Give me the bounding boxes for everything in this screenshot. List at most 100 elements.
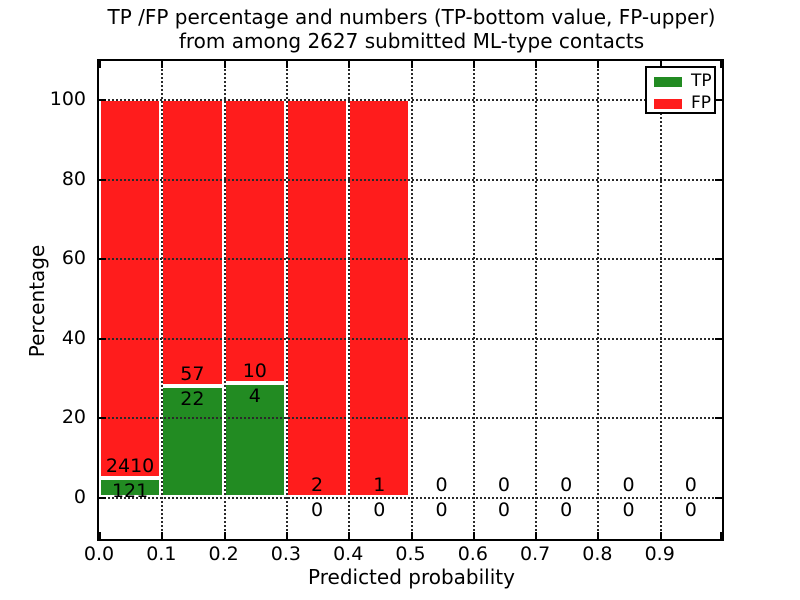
y-tickmark-left [99,178,106,181]
x-tick-label-0.5: 0.5 [395,543,426,565]
y-tickmark-right [715,417,722,420]
x-tickmark-bottom [161,532,164,539]
v-gridline-06 [472,61,475,539]
y-tickmark-left [99,99,106,101]
fp-count-label-bin4: 1 [373,474,386,496]
legend-item-fp: FP [654,93,714,113]
x-tickmark-top [535,61,538,68]
tp-count-label-bin9: 0 [684,499,697,521]
x-tickmark-top [410,61,413,68]
x-tickmark-top [223,61,226,68]
fp-count-label-bin3: 2 [310,474,324,496]
x-tickmark-bottom [410,532,413,539]
fp-legend-swatch [654,98,682,109]
x-tickmark-bottom [535,532,538,539]
legend: TP FP [645,66,716,114]
x-tickmark-top [285,61,288,68]
grid-layer [99,61,722,539]
fp-bar-bin0 [99,99,162,478]
tp-count-label-bin8: 0 [622,499,635,521]
tp-count-label-bin4: 0 [373,499,386,521]
fp-count-label-bin0: 2410 [105,455,155,477]
tp-legend-swatch [654,76,682,87]
x-tick-label-0.2: 0.2 [208,543,239,565]
x-tick-label-0.0: 0.0 [83,543,115,565]
x-tickmark-bottom [597,532,600,539]
x-tickmark-bottom [285,532,288,539]
x-tickmark-top [597,61,600,68]
tp-bar-bin0 [99,478,162,497]
chart-title-line1: TP /FP percentage and numbers (TP-bottom… [107,5,716,29]
y-tick-label-40: 40 [61,326,86,349]
chart-title-line2: from among 2627 submitted ML-type contac… [178,29,645,53]
tp-count-label-bin2: 4 [248,385,261,408]
v-gridline-04 [348,61,351,539]
fp-count-label-bin9: 0 [684,474,697,496]
y-tickmark-right [715,99,722,101]
x-tickmark-top [472,61,475,68]
y-tickmark-right [715,497,722,499]
x-tickmark-bottom [223,532,226,539]
y-tickmark-left [99,417,106,420]
x-tick-label-0.7: 0.7 [519,543,551,565]
tp-count-label-bin7: 0 [560,499,573,521]
x-tick-label-0.8: 0.8 [582,543,613,565]
v-gridline-02 [223,61,226,539]
x-tickmark-bottom [348,532,351,539]
y-tickmark-left [99,258,106,261]
x-tick-label-0.1: 0.1 [146,543,177,565]
tp-count-label-bin5: 0 [435,499,448,521]
fp-count-label-bin7: 0 [560,474,573,496]
y-tickmark-right [715,258,722,261]
v-gridline-08 [597,61,600,539]
fp-bar-bin4 [348,99,411,497]
tp-bar-bin1 [161,386,224,497]
tick-layer [99,61,722,539]
tp-count-label-bin0: 121 [111,480,149,502]
x-axis-label: Predicted probability [308,565,515,589]
y-tickmark-right [715,178,722,181]
x-tickmark-top [99,61,101,68]
v-gridline-05 [410,61,413,539]
y-tick-label-0: 0 [73,486,86,508]
y-tick-label-60: 60 [61,247,86,270]
x-tick-label-0.6: 0.6 [457,543,488,565]
y-tickmark-left [99,497,106,499]
x-tick-label-0.4: 0.4 [333,543,364,565]
y-tickmark-left [99,337,106,340]
v-gridline-07 [535,61,538,539]
fp-count-label-bin8: 0 [622,474,635,496]
x-tickmark-bottom [720,532,722,539]
chart-title: TP /FP percentage and numbers (TP-bottom… [98,5,725,53]
plot-area: 2410 121 57 22 10 4 2 0 1 0 0 0 0 0 0 0 0 0 0 0 TP FP [97,59,724,541]
x-tickmark-bottom [659,532,662,539]
x-tick-label-0.3: 0.3 [270,543,301,565]
x-tickmark-bottom [99,532,101,539]
x-tick-label-0.9: 0.9 [644,543,675,565]
tp-legend-label: TP [691,71,712,91]
fp-legend-label: FP [691,93,712,113]
y-axis-label: Percentage [25,244,49,358]
fp-count-label-bin5: 0 [435,474,448,496]
tp-count-label-bin3: 0 [310,499,324,521]
tp-count-label-bin6: 0 [497,499,510,521]
v-gridline-03 [285,61,288,539]
y-tick-label-20: 20 [61,406,86,429]
v-gridline-09 [659,61,662,539]
v-gridline-01 [161,61,164,539]
fp-count-label-bin1: 57 [180,363,205,386]
annotations-layer: 2410 121 57 22 10 4 2 0 1 0 0 0 0 0 0 0 0 0 0 0 [99,61,722,539]
fp-count-label-bin2: 10 [242,360,267,383]
x-tickmark-top [659,61,662,68]
y-tick-label-80: 80 [61,167,86,190]
x-tickmark-top [161,61,164,68]
fp-count-label-bin6: 0 [497,474,510,496]
legend-item-tp: TP [654,71,714,91]
x-tickmark-top [348,61,351,68]
x-tickmark-top [720,61,722,68]
x-tickmark-bottom [472,532,475,539]
tp-count-label-bin1: 22 [180,388,205,411]
y-tick-label-100: 100 [49,88,86,110]
y-tickmark-right [715,337,722,340]
